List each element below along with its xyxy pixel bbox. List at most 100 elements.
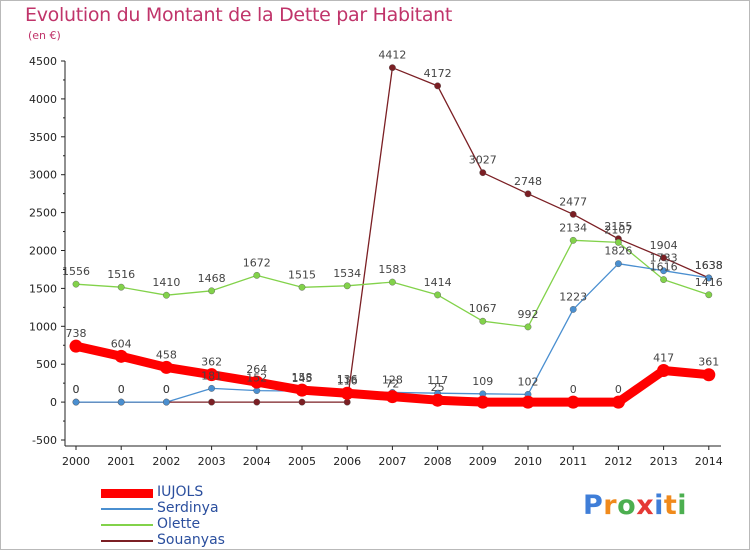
x-tick-label: 2011 (559, 455, 587, 468)
data-label-iujols: 264 (246, 363, 267, 376)
data-point-souanyas (298, 398, 306, 406)
legend-swatch-iujols (101, 489, 153, 498)
series-points (69, 64, 716, 409)
data-label-souanyas: 2155 (604, 220, 632, 233)
chart-subtitle: (en €) (28, 29, 61, 42)
data-point-serdinya (72, 398, 80, 406)
data-point-serdinya (117, 398, 125, 406)
data-label-iujols: 25 (431, 381, 445, 394)
data-point-olette (434, 291, 441, 299)
proxiti-logo: Proxiti (583, 490, 687, 521)
data-label-serdinya: 0 (163, 383, 170, 396)
data-label-souanyas: 0 (163, 383, 170, 396)
data-point-iujols (340, 386, 354, 400)
data-point-serdinya (705, 274, 713, 282)
data-label-iujols: 417 (653, 351, 674, 364)
axes: -500050010001500200025003000350040004500… (29, 55, 723, 468)
legend-label-souanyas: Souanyas (157, 532, 225, 548)
data-label-olette: 1410 (152, 276, 180, 289)
data-point-souanyas (569, 210, 577, 218)
data-label-souanyas: 1904 (650, 239, 678, 252)
data-label-serdinya: 109 (472, 375, 493, 388)
data-point-souanyas (524, 190, 532, 198)
data-label-iujols: 0 (570, 383, 577, 396)
data-label-iujols: 116 (337, 374, 358, 387)
data-point-iujols (657, 363, 671, 377)
data-point-olette (72, 280, 80, 288)
data-point-souanyas (434, 82, 441, 90)
data-label-olette: 2107 (604, 223, 632, 236)
y-tick-label: 2000 (29, 245, 57, 258)
data-label-olette: 1515 (288, 268, 316, 281)
logo-letter: r (603, 490, 618, 521)
data-point-iujols (611, 395, 625, 409)
data-point-souanyas (479, 169, 487, 177)
y-tick-label: 1000 (29, 320, 57, 333)
data-label-iujols: 362 (201, 356, 222, 369)
logo-letter: P (583, 490, 604, 521)
data-label-olette: 1616 (650, 261, 678, 274)
x-tick-label: 2012 (604, 455, 632, 468)
data-label-olette: 1534 (333, 267, 361, 280)
logo-letter: i (654, 490, 664, 521)
data-point-souanyas (343, 398, 351, 406)
data-label-olette: 992 (518, 308, 539, 321)
data-point-olette (117, 283, 125, 291)
y-tick-label: 3000 (29, 169, 57, 182)
data-point-iujols (114, 349, 128, 363)
logo-letter: t (663, 490, 678, 521)
data-point-olette (615, 238, 622, 246)
data-label-souanyas: 4172 (424, 67, 452, 80)
data-label-olette: 1672 (243, 256, 271, 269)
data-point-iujols (205, 368, 219, 382)
data-point-iujols (159, 360, 173, 374)
data-label-serdinya: 0 (118, 383, 125, 396)
x-tick-label: 2006 (333, 455, 361, 468)
data-point-iujols (385, 390, 399, 404)
chart-title: Evolution du Montant de la Dette par Hab… (25, 4, 453, 26)
data-label-olette: 1416 (695, 276, 723, 289)
data-label-souanyas: 4412 (378, 49, 406, 62)
data-label-iujols: 361 (698, 356, 719, 369)
logo-letter: o (617, 490, 637, 521)
logo-letter: i (677, 490, 688, 521)
legend-swatch-souanyas (101, 540, 153, 542)
data-label-olette: 1556 (62, 265, 90, 278)
data-point-olette (524, 323, 532, 331)
data-point-olette (208, 287, 216, 295)
data-label-iujols: 72 (385, 378, 399, 391)
y-tick-label: 4500 (29, 55, 57, 68)
data-point-serdinya (660, 267, 667, 275)
data-point-olette (253, 271, 261, 279)
x-tick-label: 2010 (514, 455, 542, 468)
data-label-serdinya: 152 (246, 372, 267, 385)
data-point-iujols (69, 339, 83, 353)
data-label-souanyas: 0 (73, 383, 80, 396)
data-point-serdinya (162, 398, 170, 406)
y-tick-label: 2500 (29, 207, 57, 220)
x-tick-label: 2009 (469, 455, 497, 468)
data-label-iujols: 738 (66, 327, 87, 340)
y-tick-label: 1500 (29, 282, 57, 295)
data-label-olette: 2134 (559, 221, 587, 234)
data-point-souanyas (208, 398, 216, 406)
x-tick-label: 2008 (424, 455, 452, 468)
data-label-serdinya: 181 (201, 369, 222, 382)
data-point-iujols (702, 368, 716, 382)
data-point-iujols (521, 395, 535, 409)
data-label-olette: 1516 (107, 268, 135, 281)
data-point-souanyas (660, 254, 667, 262)
data-label-serdinya: 1638 (695, 259, 723, 272)
x-tick-label: 2005 (288, 455, 316, 468)
y-tick-label: 0 (50, 396, 57, 409)
x-tick-label: 2001 (107, 455, 135, 468)
data-point-serdinya (569, 305, 577, 313)
legend-swatch-olette (101, 524, 153, 526)
data-point-olette (569, 236, 577, 244)
x-tick-label: 2002 (152, 455, 180, 468)
y-tick-label: 500 (36, 358, 57, 371)
data-point-iujols (250, 375, 264, 389)
data-label-serdinya: 136 (337, 373, 358, 386)
data-label-serdinya: 1733 (650, 252, 678, 265)
